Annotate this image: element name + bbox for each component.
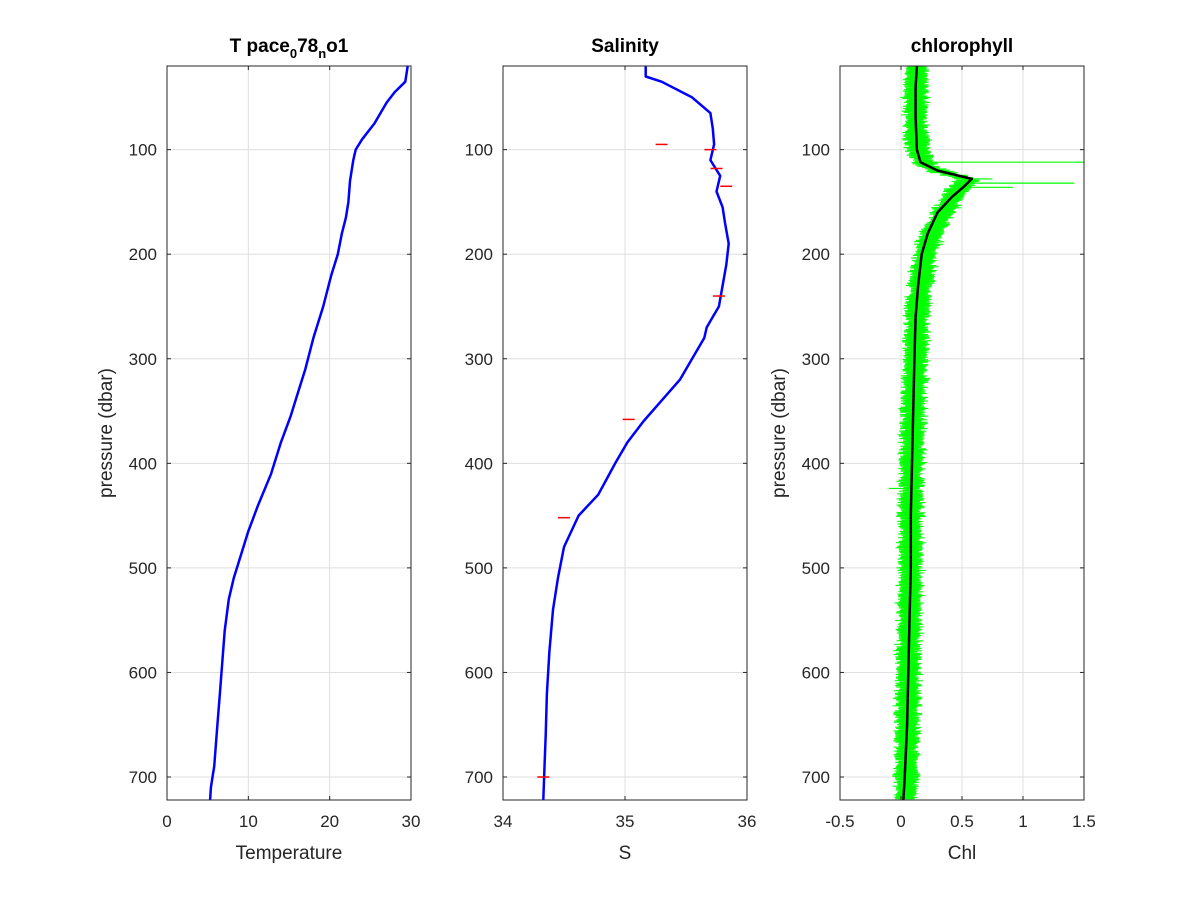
y-tick-label: 700 — [129, 768, 157, 787]
y-tick-label: 500 — [802, 559, 830, 578]
y-tick-label: 200 — [802, 245, 830, 264]
y-tick-label: 100 — [129, 141, 157, 160]
x-tick-label: 35 — [616, 812, 635, 831]
y-tick-label: 700 — [802, 768, 830, 787]
y-tick-label: 400 — [802, 454, 830, 473]
series-line — [902, 65, 974, 801]
y-tick-label: 300 — [465, 350, 493, 369]
x-axis-label: S — [619, 843, 632, 864]
x-tick-label: 20 — [320, 812, 339, 831]
axes-box — [166, 65, 412, 801]
y-tick-label: 600 — [465, 663, 493, 682]
y-axis-label: pressure (dbar) — [96, 368, 117, 498]
y-axis-label: pressure (dbar) — [769, 368, 790, 498]
y-tick-label: 300 — [802, 350, 830, 369]
series-line — [208, 65, 409, 801]
y-tick-label: 400 — [465, 454, 493, 473]
y-tick-label: 700 — [465, 768, 493, 787]
y-tick-label: 300 — [129, 350, 157, 369]
y-tick-label: 600 — [802, 663, 830, 682]
y-tick-label: 400 — [129, 454, 157, 473]
x-tick-label: 0 — [162, 812, 171, 831]
x-tick-label: 36 — [738, 812, 757, 831]
x-tick-label: 1 — [1018, 812, 1027, 831]
x-tick-label: 0.5 — [950, 812, 974, 831]
x-tick-label: -0.5 — [825, 812, 854, 831]
panel-temperature: 0 10 20 30 100 200 300 400 500 600 700 T pace078no… — [96, 36, 420, 864]
panel-salinity: 34 35 36 100 200 300 400 500 600 700 Salinity S — [465, 36, 757, 864]
chart-title: chlorophyll — [911, 36, 1013, 57]
chart-title: Salinity — [591, 36, 659, 57]
y-tick-label: 100 — [802, 141, 830, 160]
x-tick-label: 30 — [402, 812, 421, 831]
x-axis-label: Chl — [948, 843, 977, 864]
x-tick-label: 10 — [239, 812, 258, 831]
chart-title: T pace078no1 — [230, 36, 349, 61]
x-tick-label: 1.5 — [1072, 812, 1096, 831]
y-tick-label: 600 — [129, 663, 157, 682]
x-tick-label: 34 — [494, 812, 513, 831]
x-tick-label: 0 — [896, 812, 905, 831]
series-line — [542, 66, 730, 801]
x-axis-label: Temperature — [236, 843, 343, 864]
y-tick-label: 200 — [129, 245, 157, 264]
panel-chlorophyll: -0.5 0 0.5 1 1.5 100 200 300 400 500 600 700 chloro… — [769, 36, 1096, 864]
y-tick-label: 200 — [465, 245, 493, 264]
y-tick-label: 100 — [465, 141, 493, 160]
y-tick-label: 500 — [465, 559, 493, 578]
y-tick-label: 500 — [129, 559, 157, 578]
